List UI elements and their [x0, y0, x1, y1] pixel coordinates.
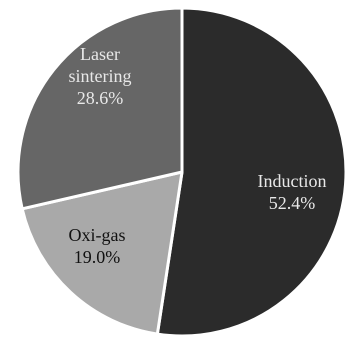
pie-slice-1: [20, 170, 184, 336]
pie-slice-label-2: Laser sintering 28.6%: [69, 44, 132, 108]
pie-slice-value: 28.6%: [77, 88, 124, 108]
pie-slice-name: Oxi-gas: [69, 225, 126, 245]
pie-slice-name: Laser: [80, 44, 120, 64]
pie-slice-value: 52.4%: [269, 193, 316, 213]
pie-slice-0: [155, 6, 346, 338]
pie-slice-label-1: Oxi-gas 19.0%: [69, 225, 126, 267]
pie-slice-name: sintering: [69, 66, 132, 86]
pie-labels: Induction 52.4% Oxi-gas 19.0% Laser sintering…: [69, 44, 327, 267]
pie-slice-value: 19.0%: [74, 247, 121, 267]
pie-slice-label-0: Induction 52.4%: [258, 171, 327, 213]
pie-slice-name: Induction: [258, 171, 327, 191]
pie-slices: [16, 6, 346, 338]
pie-slice-2: [16, 6, 184, 211]
